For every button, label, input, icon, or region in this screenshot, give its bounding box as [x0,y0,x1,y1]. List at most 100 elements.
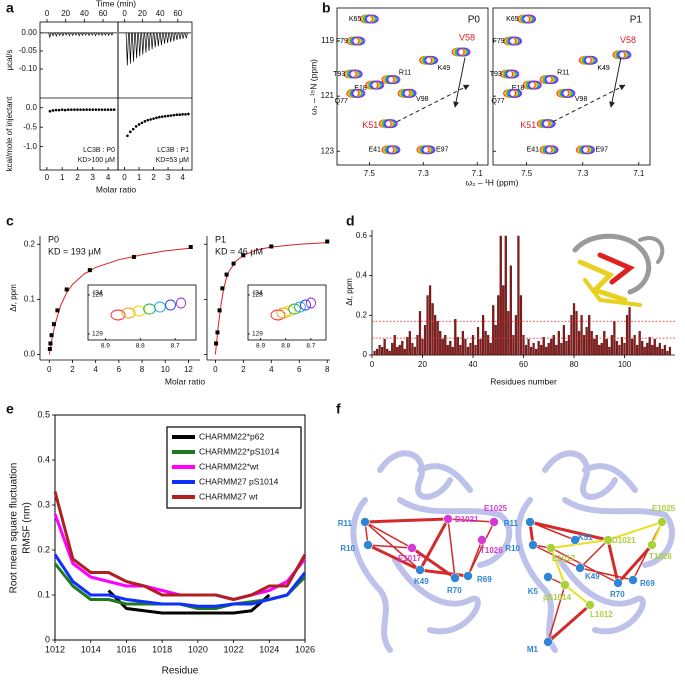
x-tick-label: 3 [91,173,96,182]
inset-contour [121,307,136,319]
annotation: KD=53 μM [156,157,190,164]
data-point [79,108,82,111]
peak [416,145,436,155]
data-point [129,130,132,134]
y-tick-label: 0.4 [356,271,368,280]
data-point [188,245,193,250]
bar [517,235,520,356]
contact-edge [579,567,634,581]
panel-label: e [6,401,14,417]
x-tick-label: 40 [469,360,478,369]
data-point [220,286,225,291]
injection-peak [74,32,78,36]
x-tick-label: 0 [45,9,50,18]
data-point [87,268,92,273]
residue-node [575,563,585,573]
bar [610,335,613,356]
legend-label: CHARMM22*pS1014 [199,446,280,456]
peak-label: R11 [557,69,569,76]
y-axis-title: RMSF (nm) [22,502,33,554]
residue-label: R10 [505,544,520,553]
residue-node [443,514,453,524]
bar [542,336,545,356]
peak-contour [582,145,595,155]
x-tick-label: 1012 [45,644,65,654]
peak [346,88,366,98]
data-point [60,108,64,111]
injection-peak [135,32,139,59]
peak [359,14,379,24]
bar [421,338,424,356]
residue-node [463,571,473,581]
peak-label: E18 [354,85,367,92]
x-tick-label: 0 [45,173,50,182]
data-point [94,108,98,111]
bar [378,344,381,356]
bar [476,327,480,356]
bar [535,348,538,356]
inset-label: I34 [93,290,103,297]
bar [552,335,555,356]
peak [343,69,363,79]
data-point [112,108,116,111]
contact-edge [529,520,609,542]
residue-label: E1017 [398,554,422,563]
peak [419,55,439,65]
legend-label: CHARMM22*p62 [199,431,264,441]
bar [600,342,603,356]
x-tick-label: 8.8 [281,343,290,350]
bar [598,344,601,356]
x-tick-label: 12 [184,365,193,374]
residue-node [543,572,553,582]
data-point [269,244,274,249]
annotation: KD = 193 μM [48,246,101,256]
bar [426,295,429,356]
x-tick-label: 100 [618,360,632,369]
bar [423,325,427,356]
bar [532,342,535,356]
injection-peak [48,32,52,39]
legend-label: CHARMM27 wt [199,491,258,501]
bar [416,335,419,356]
annotation: LC3B : P1 [157,147,189,154]
injection-peak [184,32,188,39]
y-tick-label: 123 [321,146,335,155]
panel-label: f [336,401,341,417]
y-tick-label: 129 [252,331,263,338]
peak [517,14,537,24]
data-point [48,109,52,113]
bar [386,348,389,356]
y-tick-label: 121 [321,91,335,100]
peak-label: V98 [416,96,429,103]
bar [550,338,553,356]
bar [522,335,525,356]
peak-contour [365,14,379,24]
data-point [214,341,219,346]
injection-peak [128,32,132,64]
bar [527,338,530,356]
peak-contour [545,145,559,155]
inset-contour [132,305,146,317]
bar [373,350,376,356]
peak [539,145,559,155]
peak [346,36,366,46]
peak [365,80,385,90]
x-tick-label: 8.9 [101,343,110,350]
bar [656,346,659,356]
bar [580,315,583,356]
x-tick-label: 3 [166,173,171,182]
peak-label: R11 [399,69,411,76]
injection-peak [147,32,151,51]
y-axis-title: ω₁ – ¹⁵N (ppm) [308,59,318,115]
bar [562,325,565,356]
data-point [175,113,179,117]
y-tick-label: 0.6 [356,231,368,240]
peak-contour [352,36,366,46]
residue-label: E1025 [652,504,676,513]
bar [439,331,442,356]
bar [618,344,621,356]
bar [461,331,464,356]
bar [651,344,654,356]
bar [375,348,379,356]
protein-inset [572,233,665,307]
